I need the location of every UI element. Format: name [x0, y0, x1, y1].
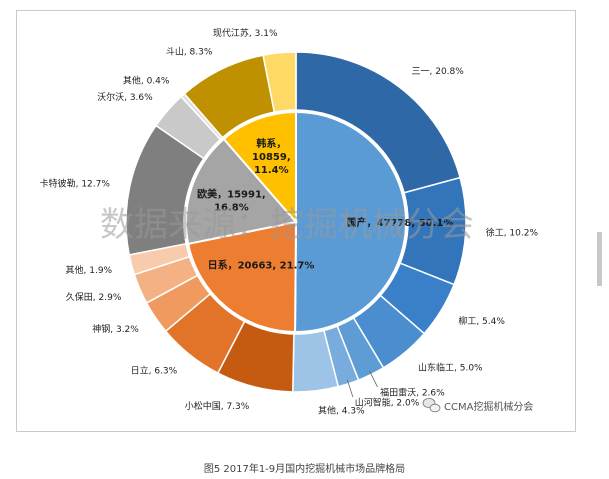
inner-data-label: 欧美，15991, 16.8%	[197, 188, 266, 214]
outer-slice	[262, 51, 297, 113]
inner-slice	[222, 110, 297, 225]
wechat-icon	[422, 397, 441, 413]
leader-line	[346, 379, 354, 398]
inner-labels: 国产，47778, 50.1% 日系，20663, 21.7% 欧美，15991, 1…	[197, 137, 453, 271]
outer-data-label: 现代江苏, 3.1%	[213, 27, 278, 39]
scrollbar-thumb[interactable]	[597, 232, 602, 286]
outer-data-label: 其他, 0.4%	[123, 74, 170, 86]
outer-data-label: 日立, 6.3%	[131, 364, 178, 376]
outer-data-label: 卡特彼勒, 12.7%	[40, 177, 111, 189]
outer-data-label: 其他, 1.9%	[66, 264, 113, 276]
figure-caption: 图5 2017年1-9月国内挖掘机械市场品牌格局	[203, 464, 406, 475]
brand-mark: CCMA挖掘机械分会	[422, 397, 533, 413]
inner-data-label: 国产，47778, 50.1%	[347, 216, 454, 229]
inner-slice	[294, 110, 407, 333]
outer-data-label: 其他, 4.3%	[318, 405, 365, 417]
nested-donut-chart: 三一, 20.8% 徐工, 10.2% 柳工, 5.4% 山东临工, 5.0% 福田雷沃…	[40, 27, 539, 417]
outer-data-label: 福田雷沃, 2.6%	[380, 386, 445, 398]
outer-data-label: 徐工, 10.2%	[486, 227, 539, 239]
inner-ring	[185, 110, 407, 334]
outer-data-label: 山河智能, 2.0%	[355, 397, 420, 409]
outer-data-label: 三一, 20.8%	[412, 67, 465, 77]
outer-data-label: 小松中国, 7.3%	[185, 400, 250, 412]
outer-data-label: 久保田, 2.9%	[66, 291, 122, 303]
inner-data-label: 日系，20663, 21.7%	[208, 258, 315, 271]
watermark-text: 数据来源：挖掘机械分会	[100, 205, 474, 245]
outer-data-label: 柳工, 5.4%	[458, 315, 505, 327]
inner-slice	[187, 220, 298, 334]
outer-data-label: 沃尔沃, 3.6%	[97, 91, 153, 103]
outer-labels: 三一, 20.8% 徐工, 10.2% 柳工, 5.4% 山东临工, 5.0% 福田雷沃…	[40, 27, 539, 417]
inner-slice	[185, 137, 298, 245]
outer-data-label: 斗山, 8.3%	[166, 46, 213, 57]
inner-data-label: 韩系， 10859, 11.4%	[252, 137, 291, 176]
outer-data-label: 神钢, 3.2%	[92, 323, 139, 335]
brand-text: CCMA挖掘机械分会	[444, 400, 533, 413]
outer-ring	[125, 51, 467, 393]
outer-data-label: 山东临工, 5.0%	[418, 362, 483, 374]
leader-line	[369, 370, 378, 388]
